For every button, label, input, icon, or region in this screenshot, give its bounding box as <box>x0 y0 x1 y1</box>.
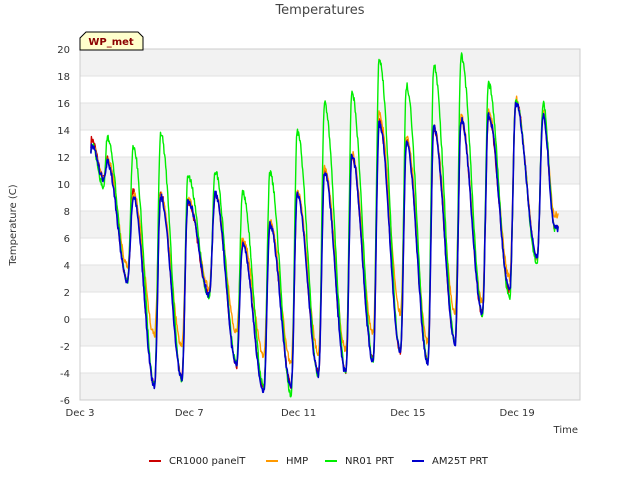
x-tick-label: Dec 19 <box>500 408 535 419</box>
chart-title: Temperatures <box>274 3 364 18</box>
x-axis-label: Time <box>553 425 578 436</box>
legend-label: HMP <box>286 456 308 467</box>
x-tick-labels: Dec 3 Dec 7 Dec 11 Dec 15 Dec 19 <box>66 408 535 419</box>
y-tick-label: -4 <box>60 369 70 380</box>
y-tick-label: 16 <box>57 99 70 110</box>
y-tick-label: -6 <box>60 396 70 407</box>
series-lines <box>90 52 559 398</box>
y-tick-label: 20 <box>57 45 70 56</box>
site-badge: WP_met <box>79 31 144 51</box>
y-tick-label: 10 <box>57 180 70 191</box>
legend: CR1000 panelT HMP NR01 PRT AM25T PRT <box>149 456 489 467</box>
badge-label: WP_met <box>88 37 134 48</box>
legend-label: CR1000 panelT <box>169 456 246 467</box>
y-tick-label: 4 <box>64 261 70 272</box>
grid-band <box>80 319 580 346</box>
series-line-am25t-prt <box>90 101 559 394</box>
legend-label: NR01 PRT <box>345 456 395 467</box>
x-tick-label: Dec 7 <box>175 408 204 419</box>
grid-band <box>80 265 580 292</box>
grid-band <box>80 157 580 184</box>
grid-band <box>80 49 580 76</box>
grid-band <box>80 103 580 130</box>
grid-band <box>80 211 580 238</box>
y-tick-label: 8 <box>64 207 70 218</box>
y-axis-label: Temperature (C) <box>8 184 19 266</box>
y-tick-label: 2 <box>64 288 70 299</box>
x-tick-label: Dec 3 <box>66 408 95 419</box>
badge-shape <box>79 31 144 51</box>
plot-frame <box>79 48 581 401</box>
grid-bands <box>80 49 580 400</box>
x-tick-label: Dec 15 <box>390 408 425 419</box>
y-tick-label: -2 <box>60 342 70 353</box>
x-tick-label: Dec 11 <box>281 408 316 419</box>
y-tick-label: 0 <box>64 315 70 326</box>
legend-label: AM25T PRT <box>432 456 489 467</box>
y-tick-labels: -6 -4 -2 0 2 4 6 8 10 12 14 16 18 20 <box>57 45 70 407</box>
y-tick-label: 12 <box>57 153 70 164</box>
y-tick-label: 6 <box>64 234 70 245</box>
y-tick-label: 18 <box>57 72 70 83</box>
grid-band <box>80 373 580 400</box>
y-tick-label: 14 <box>57 126 70 137</box>
